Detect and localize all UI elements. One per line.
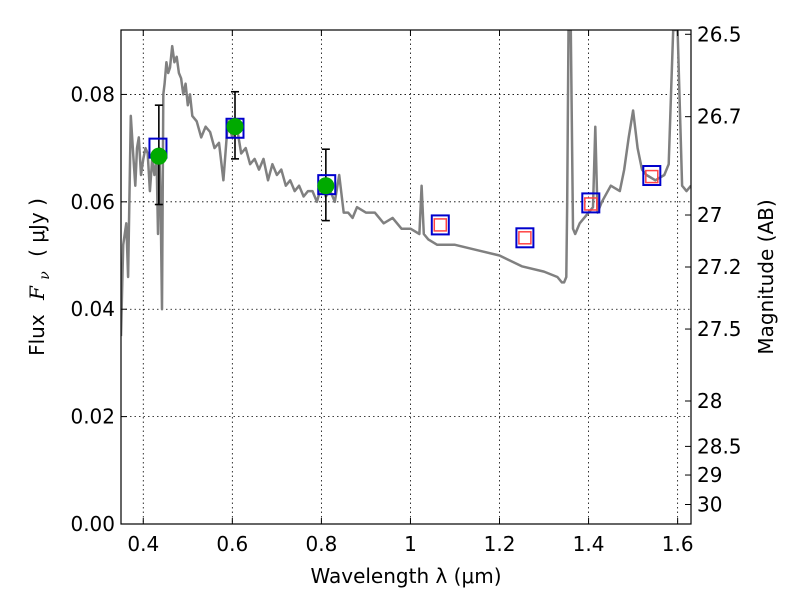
model-band-square	[515, 227, 535, 249]
y2-tick-label: 28	[697, 389, 722, 413]
x-tick-label: 1.6	[662, 532, 694, 556]
x-tick-label: 0.4	[127, 532, 159, 556]
y2-tick-label: 27.2	[697, 255, 742, 279]
x-tick-label: 0.8	[305, 532, 337, 556]
y2-tick-label: 26.7	[697, 105, 742, 129]
y-axis-title-prefix: Flux	[25, 314, 49, 356]
x-tick-label: 1.4	[573, 532, 605, 556]
y2-tick-label: 27	[697, 203, 722, 227]
y-axis-title-symbol: F	[25, 285, 49, 301]
model-spectrum-group	[121, 30, 691, 337]
observed-point	[150, 147, 168, 165]
model-spectrum-line	[121, 30, 691, 337]
y-tick-label: 0.08	[70, 82, 115, 106]
y-tick-label: 0.02	[70, 405, 115, 429]
upper-limit-square	[584, 197, 598, 211]
model-band-square	[581, 192, 601, 214]
y2-tick-label: 28.5	[697, 434, 742, 458]
y2-tick-label: 29	[697, 463, 722, 487]
model-band-square	[430, 214, 450, 236]
x-axis-title: Wavelength λ (μm)	[310, 564, 501, 588]
y2-tick-label: 30	[697, 493, 722, 517]
y-tick-label: 0.00	[70, 512, 115, 536]
upper-limit-square	[518, 231, 532, 245]
observed-point	[226, 118, 244, 136]
y-axis-title-unit: ( μJy )	[25, 198, 49, 257]
observed-point	[317, 177, 335, 195]
plot-frame	[120, 29, 692, 525]
model-band-square	[642, 165, 662, 187]
upper-limit-square	[433, 218, 448, 232]
y2-tick-label: 26.5	[697, 22, 742, 46]
y2-axis-title: Magnitude (AB)	[754, 199, 778, 354]
y-tick-label: 0.06	[70, 190, 115, 214]
y-axis-title: Flux F ν ( μJy )	[25, 198, 54, 356]
y2-tick-label: 27.5	[697, 317, 742, 341]
y-axis-title-subscript: ν	[37, 271, 53, 280]
series-layer	[121, 30, 691, 337]
x-tick-label: 0.6	[216, 532, 248, 556]
y-tick-label: 0.04	[70, 297, 115, 321]
ticks-layer: 0.4 0.6 0.8 1 1.2 1.4 1.6 0.00 0.02 0.04 0.06 0.08 2…	[70, 22, 741, 556]
grid-layer	[121, 30, 691, 525]
upper-limit-square	[645, 169, 659, 184]
x-tick-label: 1	[404, 532, 417, 556]
svg-text:Flux F ν ( μ: Flux F ν ( μJy )	[25, 198, 54, 356]
x-tick-label: 1.2	[484, 532, 516, 556]
